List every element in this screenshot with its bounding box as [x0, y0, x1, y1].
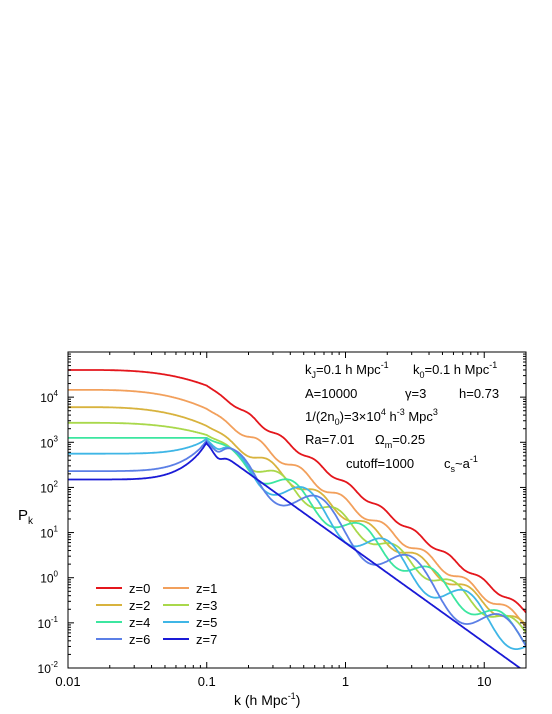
- series-lines: [68, 369, 526, 668]
- annotation-line-3: 1/(2n0)=3×104 h-3 Mpc3: [305, 407, 438, 427]
- annotation-line-5: cutoff=1000 cs~a-1: [346, 454, 478, 474]
- series-line-z=5: [68, 437, 526, 650]
- x-tick-label: 0.01: [55, 674, 80, 689]
- series-line-z=0: [68, 369, 526, 614]
- series-line-z=4: [68, 437, 526, 646]
- x-axis-label-sup: -1: [288, 691, 296, 701]
- legend-label: z=3: [196, 598, 217, 613]
- series-line-z=6: [68, 439, 526, 647]
- parameter-annotations: kJ=0.1 h Mpc-1 k0=0.1 h Mpc-1 A=10000 γ=3 h…: [305, 360, 499, 474]
- x-tick-label: 0.1: [198, 674, 216, 689]
- legend-label: z=2: [129, 598, 150, 613]
- legend-label: z=0: [129, 581, 150, 596]
- y-tick-label: 10-1: [38, 615, 59, 631]
- series-line-z=2: [68, 406, 526, 626]
- x-tick-label: 1: [342, 674, 349, 689]
- legend-label: z=1: [196, 581, 217, 596]
- x-axis-ticks: 0.01 0.1 1 10: [55, 352, 527, 689]
- x-axis-label: k (h Mpc-1): [234, 691, 300, 708]
- y-tick-label: 102: [40, 479, 58, 495]
- y-tick-label: 104: [40, 389, 58, 405]
- plot-frame: [67, 351, 527, 669]
- x-tick-label: 10: [477, 674, 491, 689]
- legend-label: z=7: [196, 632, 217, 647]
- annotation-line-1: kJ=0.1 h Mpc-1 k0=0.1 h Mpc-1: [305, 360, 497, 380]
- legend: z=0 z=1 z=2 z=3 z=4 z=5 z=6 z=7: [96, 581, 217, 647]
- y-axis-label-sub: k: [28, 516, 34, 527]
- y-tick-label: 100: [40, 570, 58, 586]
- annotation-line-4: Ra=7.01 Ωm=0.25: [305, 432, 425, 450]
- legend-label: z=4: [129, 615, 150, 630]
- series-line-z=7: [68, 441, 522, 668]
- series-line-z=1: [68, 389, 526, 628]
- series-line-z=3: [68, 421, 526, 634]
- legend-label: z=5: [196, 615, 217, 630]
- y-axis-ticks: 10-2 10-1 100 101 102 103 104: [38, 353, 526, 676]
- annotation-line-2: A=10000 γ=3 h=0.73: [305, 386, 499, 401]
- y-tick-label: 10-2: [38, 660, 59, 676]
- y-tick-label: 103: [40, 434, 58, 450]
- y-tick-label: 101: [40, 525, 58, 541]
- legend-label: z=6: [129, 632, 150, 647]
- y-axis-label: Pk: [18, 507, 34, 527]
